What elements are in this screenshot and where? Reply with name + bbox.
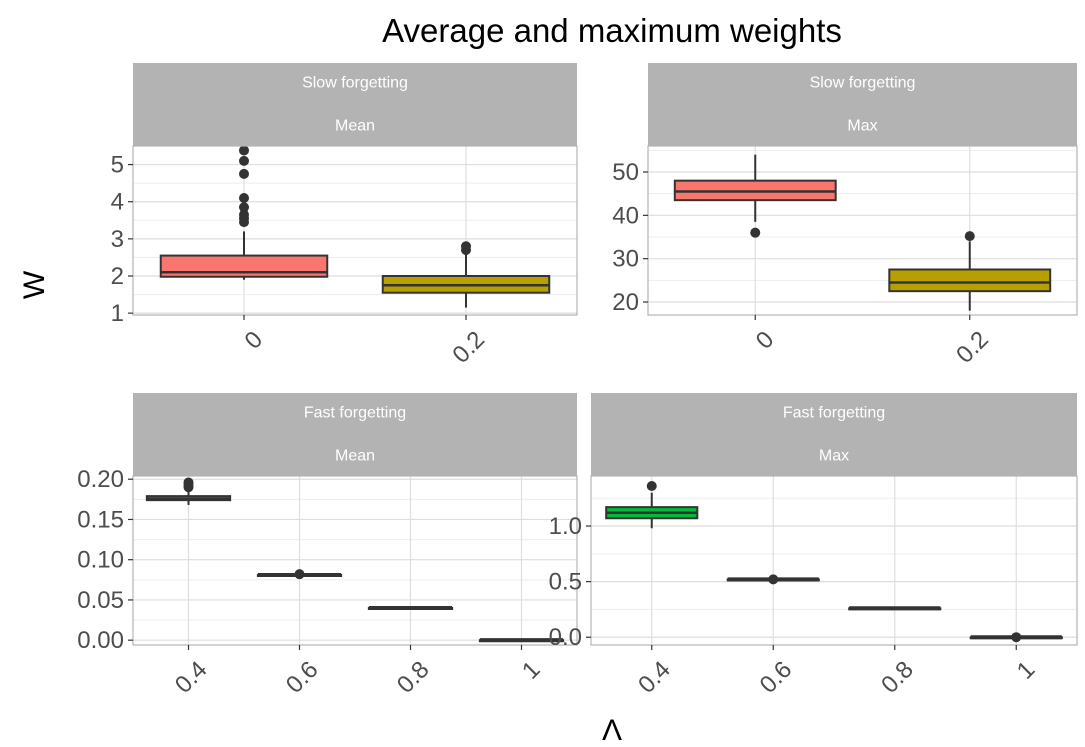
y-tick-label: 0.05 bbox=[77, 587, 124, 614]
outlier-point bbox=[239, 168, 249, 179]
y-tick-label: 0.00 bbox=[77, 627, 124, 654]
box-body bbox=[888, 268, 1052, 293]
y-axis-title: W bbox=[18, 270, 51, 299]
boxplot-0.6 bbox=[256, 569, 343, 580]
panel-border bbox=[647, 145, 1078, 316]
facet-panel: Slow forgetting Mean 1 2 3 4 5 0 0.2 bbox=[111, 63, 578, 369]
y-tick-label: 1 bbox=[111, 300, 124, 327]
boxplot-0.8 bbox=[367, 605, 454, 610]
facet-panel: Fast forgetting Mean 0.00 0.05 0.10 0.15 0.20 0… bbox=[77, 393, 578, 699]
y-tick-label: 1.0 bbox=[549, 513, 582, 540]
y-tick-label: 40 bbox=[612, 202, 639, 229]
x-tick-label: 0.4 bbox=[633, 656, 676, 699]
boxplot-0.6 bbox=[726, 574, 820, 585]
y-tick-label: 4 bbox=[111, 189, 124, 216]
outlier-point bbox=[239, 209, 249, 220]
facet-panel: Fast forgetting Max 0.0 0.5 1.0 0.4 0.6 0.8 1 bbox=[549, 393, 1078, 699]
x-tick-label: 1 bbox=[517, 656, 546, 685]
boxplot-0 bbox=[673, 154, 837, 238]
y-tick-label: 0.10 bbox=[77, 547, 124, 574]
y-tick-label: 0.5 bbox=[549, 569, 582, 596]
outlier-point bbox=[239, 193, 249, 203]
box-body bbox=[159, 254, 329, 278]
x-tick-label: 0.2 bbox=[447, 326, 490, 369]
outlier-point bbox=[750, 227, 761, 238]
x-tick-label: 1 bbox=[1012, 656, 1041, 685]
panel-border bbox=[590, 475, 1078, 646]
outlier-point bbox=[294, 569, 305, 580]
facet-strip bbox=[133, 393, 577, 476]
x-tick-label: 0.8 bbox=[876, 656, 919, 699]
strip-label: Max bbox=[847, 118, 877, 135]
outlier-point bbox=[239, 155, 249, 166]
strip-label: Slow forgetting bbox=[302, 75, 408, 92]
x-tick-label: 0.6 bbox=[281, 656, 324, 699]
strip-label: Fast forgetting bbox=[304, 405, 406, 422]
facet-panel: Slow forgetting Max 20 30 40 50 0 0.2 bbox=[612, 63, 1078, 369]
strip-label: Mean bbox=[335, 448, 375, 465]
y-tick-label: 3 bbox=[111, 226, 124, 253]
x-tick-label: 0.8 bbox=[392, 656, 435, 699]
boxplot-0.2 bbox=[888, 231, 1052, 311]
outlier-point bbox=[239, 202, 249, 213]
x-axis-title: Λ bbox=[602, 714, 622, 747]
outlier-point bbox=[183, 477, 194, 488]
x-tick-label: 0 bbox=[751, 326, 780, 355]
y-tick-label: 30 bbox=[612, 246, 639, 273]
strip-label: Max bbox=[819, 448, 849, 465]
outlier-point bbox=[461, 241, 471, 252]
y-tick-label: 0.15 bbox=[77, 506, 124, 533]
y-tick-label: 0.20 bbox=[77, 466, 124, 493]
facet-strip bbox=[591, 393, 1077, 476]
facet-strip bbox=[133, 63, 577, 146]
boxplot-0.8 bbox=[848, 606, 942, 611]
outlier-point bbox=[964, 231, 975, 242]
boxplot-0.4 bbox=[605, 481, 699, 529]
boxplot-1 bbox=[969, 632, 1063, 643]
outlier-point bbox=[1011, 632, 1022, 643]
y-tick-label: 2 bbox=[111, 263, 124, 290]
boxplot-0 bbox=[159, 145, 329, 280]
chart-title: Average and maximum weights bbox=[382, 12, 842, 49]
strip-label: Slow forgetting bbox=[810, 75, 916, 92]
x-tick-label: 0.2 bbox=[951, 326, 994, 369]
boxplot-0.4 bbox=[145, 477, 232, 505]
panel-border bbox=[132, 475, 578, 646]
boxplot-0.2 bbox=[381, 241, 551, 308]
strip-label: Fast forgetting bbox=[783, 405, 885, 422]
x-tick-label: 0.6 bbox=[755, 656, 798, 699]
y-tick-label: 5 bbox=[111, 152, 124, 179]
strip-label: Mean bbox=[335, 118, 375, 135]
panel-border bbox=[132, 145, 578, 316]
boxplot-1 bbox=[478, 638, 565, 643]
outlier-point bbox=[646, 481, 657, 492]
y-tick-label: 50 bbox=[612, 159, 639, 186]
y-tick-label: 20 bbox=[612, 289, 639, 316]
outlier-point bbox=[239, 145, 249, 156]
outlier-point bbox=[768, 574, 779, 585]
x-tick-label: 0 bbox=[240, 326, 269, 355]
y-tick-label: 0.0 bbox=[549, 624, 582, 651]
facet-strip bbox=[648, 63, 1077, 146]
x-tick-label: 0.4 bbox=[170, 656, 213, 699]
